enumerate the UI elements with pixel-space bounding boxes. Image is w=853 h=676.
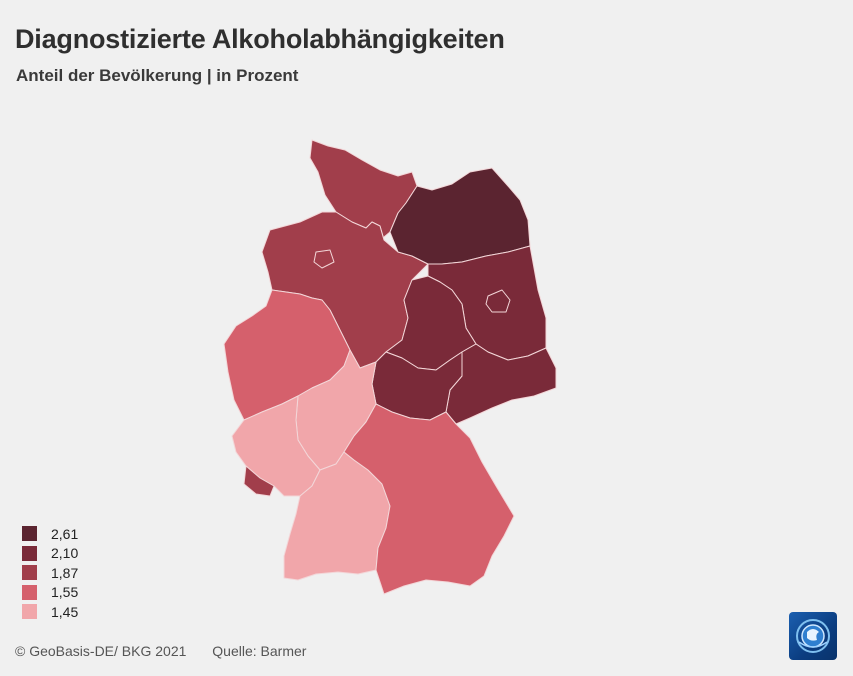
legend-item: 1,87 [22,563,78,583]
copyright-text: © GeoBasis-DE/ BKG 2021 [15,643,187,659]
region-saarland: Saarland: 1,87 [243,465,275,497]
map-legend: 2,61 2,10 1,87 1,55 1,45 [22,524,78,622]
legend-swatch [22,604,37,620]
source-text: Quelle: Barmer [212,643,307,659]
legend-item: 2,10 [22,544,78,564]
globe-icon [796,619,830,653]
region-berlin: Berlin: 2,10 [485,289,511,313]
region-bayern: Bayern: 1,55 [343,403,515,595]
legend-label: 1,55 [51,584,79,601]
legend-label: 1,87 [51,564,79,581]
legend-swatch [22,526,37,542]
footer: © GeoBasis-DE/ BKG 2021 Quelle: Barmer [15,643,306,659]
legend-swatch [22,545,37,561]
legend-label: 2,10 [51,545,79,562]
legend-swatch [22,565,37,581]
legend-item: 1,55 [22,583,78,603]
legend-label: 1,45 [51,603,79,620]
legend-label: 2,61 [51,525,79,542]
legend-item: 1,45 [22,602,78,622]
tagesschau-logo-icon [789,612,837,660]
page-subtitle: Anteil der Bevölkerung | in Prozent [16,66,299,85]
legend-swatch [22,584,37,600]
legend-item: 2,61 [22,524,78,544]
region-mecklenburg-vorpommern: Mecklenburg-Vorpommern: 2,61 [389,167,531,265]
region-bremen: Bremen: 1,87 [313,249,335,269]
page-title: Diagnostizierte Alkoholabhängigkeiten [15,24,505,54]
